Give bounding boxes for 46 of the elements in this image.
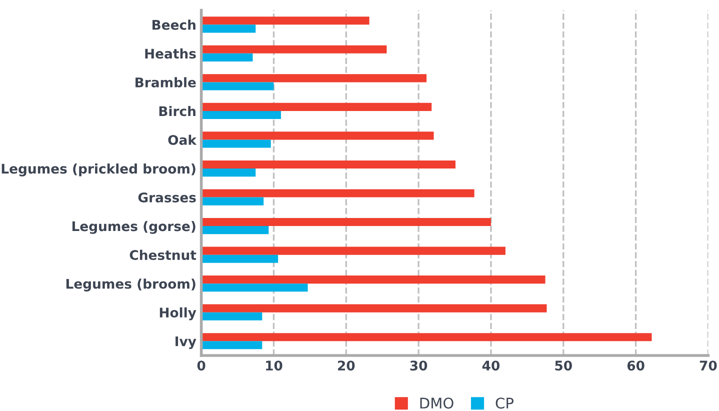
y-tick-label: Legumes (prickled broom) [2,163,196,176]
y-tick-label: Heaths [145,48,196,59]
y-tick-label: Legumes (gorse) [72,221,196,234]
x-tick-label: 50 [555,360,572,371]
bar [201,53,253,62]
bar [201,16,370,25]
y-tick-label: Holly [160,307,196,320]
x-tick-label: 10 [266,360,282,371]
y-tick-label: Bramble [136,77,196,88]
y-tick-label: Beech [152,20,196,30]
legend-label: DMO [420,398,454,409]
y-tick-label: Birch [159,106,196,116]
bar [201,102,432,111]
bar [201,168,256,177]
bar [201,341,262,350]
bar [201,284,308,292]
y-tick-label: Chestnut [130,250,196,260]
bar [201,110,281,120]
bar [201,132,434,140]
legend-label: CP [496,398,514,409]
bar [201,45,387,54]
x-tick-label: 70 [700,360,717,371]
x-tick-label: 40 [482,360,500,371]
x-tick-label: 30 [410,360,428,371]
y-tick-label: Ivy [176,336,196,349]
bar [201,226,269,234]
bar [201,254,278,263]
bar [201,276,546,284]
bar [201,82,274,90]
x-tick-label: 0 [197,360,206,371]
x-tick-label: 60 [627,360,644,371]
bar [201,333,652,342]
bar [201,197,264,206]
bar [201,218,491,226]
x-tick-label: 20 [338,360,355,371]
bar [201,304,547,312]
bar [201,312,262,320]
bar [201,246,506,255]
y-tick-label: Oak [168,134,197,145]
bar [201,24,256,33]
bar [201,189,474,198]
bar [201,160,456,169]
bar [201,140,271,148]
y-tick-label: Grasses [138,192,196,202]
y-tick-label: Legumes (broom) [66,278,196,292]
bar [201,74,427,82]
